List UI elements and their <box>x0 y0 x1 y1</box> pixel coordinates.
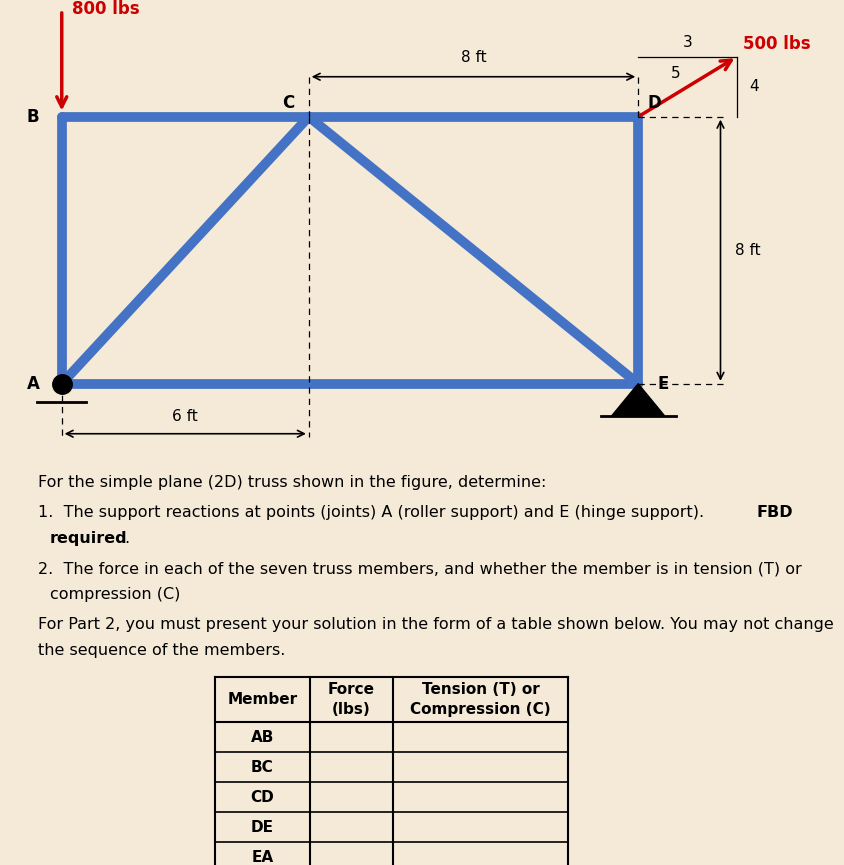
Text: D: D <box>647 94 662 112</box>
Text: 5: 5 <box>670 66 680 81</box>
Text: 3: 3 <box>683 35 692 50</box>
Text: AB: AB <box>251 729 274 745</box>
Text: E: E <box>657 375 668 393</box>
Text: Tension (T) or
Compression (C): Tension (T) or Compression (C) <box>410 682 551 717</box>
Text: FBD: FBD <box>756 505 793 520</box>
Text: 6 ft: 6 ft <box>172 409 198 424</box>
Text: 2.  The force in each of the seven truss members, and whether the member is in t: 2. The force in each of the seven truss … <box>38 561 802 576</box>
Text: C: C <box>282 94 295 112</box>
Text: For the simple plane (2D) truss shown in the figure, determine:: For the simple plane (2D) truss shown in… <box>38 475 546 490</box>
Text: 4: 4 <box>749 80 759 94</box>
Text: BC: BC <box>252 759 273 774</box>
Text: A: A <box>26 375 40 393</box>
Text: 500 lbs: 500 lbs <box>743 35 811 54</box>
Text: 1.  The support reactions at points (joints) A (roller support) and E (hinge sup: 1. The support reactions at points (join… <box>38 505 709 520</box>
Text: 8 ft: 8 ft <box>735 243 760 258</box>
Text: For Part 2, you must present your solution in the form of a table shown below. Y: For Part 2, you must present your soluti… <box>38 617 834 632</box>
Text: CD: CD <box>251 790 274 804</box>
Text: .: . <box>124 531 129 546</box>
Text: required: required <box>50 531 127 546</box>
Text: compression (C): compression (C) <box>50 587 181 602</box>
Polygon shape <box>611 384 665 416</box>
Text: 8 ft: 8 ft <box>461 50 486 65</box>
Text: 800 lbs: 800 lbs <box>72 0 139 18</box>
Text: B: B <box>27 108 40 125</box>
Text: Member: Member <box>227 692 298 707</box>
Text: the sequence of the members.: the sequence of the members. <box>38 643 285 658</box>
Text: EA: EA <box>252 849 273 864</box>
Text: DE: DE <box>251 819 274 835</box>
Text: Force
(lbs): Force (lbs) <box>328 682 375 717</box>
